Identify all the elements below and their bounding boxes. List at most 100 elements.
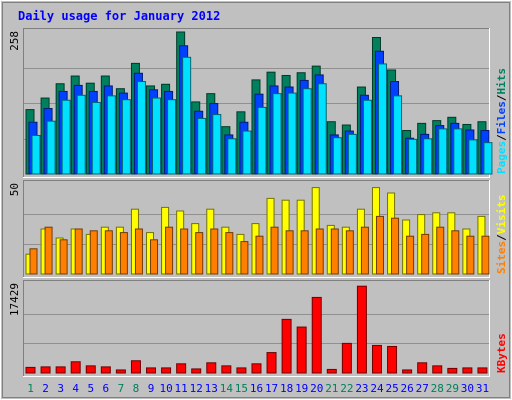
legend-word: KBytes <box>495 333 508 373</box>
bar-kbytes-day-25 <box>387 345 398 374</box>
day-label-14: 14 <box>220 382 234 395</box>
day-label-31: 31 <box>476 382 489 395</box>
bar-sites-day-31 <box>481 235 490 275</box>
panel-1: 258 Pages/Files/Hits <box>8 28 508 178</box>
bar-sites-day-22 <box>345 230 354 275</box>
bar-pages-day-13 <box>212 114 222 175</box>
bar-pages-day-9 <box>152 97 162 175</box>
bar-sites-day-3 <box>59 239 68 275</box>
bar-kbytes-day-26 <box>402 369 413 374</box>
day-label-29: 29 <box>446 382 459 395</box>
bar-sites-day-6 <box>104 230 113 275</box>
bar-sites-day-9 <box>150 239 159 275</box>
bar-sites-day-16 <box>255 235 264 275</box>
day-label-5: 5 <box>87 382 94 395</box>
bar-pages-day-2 <box>46 120 56 175</box>
bar-kbytes-day-27 <box>417 362 428 374</box>
day-label-12: 12 <box>190 382 203 395</box>
day-label-27: 27 <box>416 382 429 395</box>
day-label-16: 16 <box>250 382 263 395</box>
bar-pages-day-29 <box>453 128 463 175</box>
ymax-label: 258 <box>8 31 21 51</box>
day-label-7: 7 <box>118 382 125 395</box>
bar-kbytes-day-13 <box>206 362 217 374</box>
day-label-9: 9 <box>148 382 155 395</box>
day-label-19: 19 <box>295 382 308 395</box>
bar-kbytes-day-28 <box>432 365 443 374</box>
legend-word: Sites <box>495 241 508 274</box>
ymax-label: 50 <box>8 183 21 196</box>
bar-pages-day-18 <box>287 92 297 175</box>
day-label-23: 23 <box>355 382 368 395</box>
bar-kbytes-day-23 <box>356 285 367 374</box>
day-label-11: 11 <box>175 382 188 395</box>
bar-sites-day-11 <box>180 228 189 275</box>
legend-word: Visits <box>495 195 508 235</box>
bar-sites-day-8 <box>134 228 143 275</box>
chart-title: Daily usage for January 2012 <box>18 9 220 23</box>
bar-pages-day-1 <box>31 134 41 175</box>
bar-pages-day-11 <box>182 56 192 175</box>
bar-kbytes-day-3 <box>55 366 66 374</box>
bar-kbytes-day-6 <box>100 366 111 374</box>
day-label-25: 25 <box>385 382 398 395</box>
bar-pages-day-25 <box>393 95 403 175</box>
bar-pages-day-23 <box>362 99 372 175</box>
bar-kbytes-day-29 <box>447 367 458 374</box>
day-label-3: 3 <box>57 382 64 395</box>
bar-sites-day-28 <box>436 226 445 275</box>
day-label-17: 17 <box>265 382 278 395</box>
bar-sites-day-2 <box>44 226 53 275</box>
bar-sites-day-26 <box>406 235 415 275</box>
bar-kbytes-day-18 <box>281 318 292 374</box>
bar-sites-day-10 <box>165 226 174 275</box>
bar-sites-day-25 <box>391 217 400 275</box>
legend-word: Pages <box>495 141 508 174</box>
bar-pages-day-8 <box>136 81 146 175</box>
bar-pages-day-24 <box>377 63 387 175</box>
bar-sites-day-7 <box>119 232 128 275</box>
day-label-4: 4 <box>72 382 79 395</box>
day-label-18: 18 <box>280 382 293 395</box>
bar-sites-day-21 <box>330 228 339 275</box>
bar-kbytes-day-31 <box>477 367 488 374</box>
bar-sites-day-12 <box>195 232 204 275</box>
bar-sites-day-19 <box>300 230 309 275</box>
bar-sites-day-18 <box>285 230 294 275</box>
bar-kbytes-day-24 <box>371 344 382 374</box>
bar-kbytes-day-22 <box>341 342 352 374</box>
series-legend: Sites/Visits <box>495 195 508 275</box>
x-axis-day-labels: 1 2 3 4 5 6 7 8 9 10 11 12 13 14 15 16 17 18 19 20 21 22 23 24 2… <box>27 382 489 395</box>
panel-2: 50 Sites/Visits <box>8 180 508 278</box>
bar-pages-day-15 <box>242 130 252 175</box>
bar-pages-day-27 <box>423 138 433 175</box>
bar-sites-day-15 <box>240 241 249 275</box>
bar-pages-day-10 <box>167 99 177 175</box>
legend-word: Files <box>495 101 508 134</box>
bar-kbytes-day-7 <box>115 369 126 374</box>
bar-kbytes-day-14 <box>221 365 232 374</box>
bar-pages-day-4 <box>76 94 86 175</box>
ymax-label: 17429 <box>8 283 21 316</box>
bar-kbytes-day-11 <box>176 363 187 374</box>
bar-kbytes-day-30 <box>462 367 473 374</box>
day-label-15: 15 <box>235 382 248 395</box>
bar-sites-day-30 <box>466 235 475 275</box>
bar-kbytes-day-16 <box>251 363 262 374</box>
day-label-28: 28 <box>431 382 444 395</box>
legend-word: Hits <box>495 68 508 95</box>
day-label-10: 10 <box>159 382 172 395</box>
day-label-22: 22 <box>340 382 353 395</box>
plot-area <box>23 280 490 377</box>
series-legend: Pages/Files/Hits <box>495 68 508 174</box>
bar-sites-day-14 <box>225 232 234 275</box>
bar-sites-day-23 <box>360 226 369 275</box>
bar-kbytes-day-1 <box>25 366 36 374</box>
bar-kbytes-day-15 <box>236 367 247 374</box>
day-label-26: 26 <box>401 382 414 395</box>
day-label-2: 2 <box>42 382 49 395</box>
bar-kbytes-day-10 <box>161 367 172 374</box>
bar-pages-day-17 <box>272 93 282 175</box>
